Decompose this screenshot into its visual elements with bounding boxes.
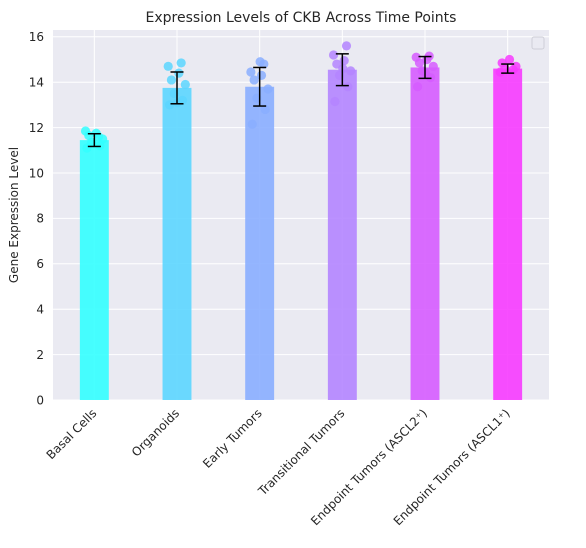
bar-2 bbox=[245, 87, 274, 400]
y-tick-label: 12 bbox=[29, 121, 44, 135]
data-point bbox=[505, 55, 514, 64]
data-point bbox=[257, 71, 266, 80]
data-point bbox=[167, 75, 176, 84]
x-tick-label: Organoids bbox=[129, 406, 182, 459]
bar-4 bbox=[411, 67, 440, 400]
y-tick-label: 0 bbox=[36, 393, 44, 407]
legend-box bbox=[532, 37, 544, 49]
x-tick-label: Transitional Tumors bbox=[255, 406, 348, 499]
x-tick-label: Basal Cells bbox=[44, 406, 100, 462]
y-tick-label: 10 bbox=[29, 166, 44, 180]
data-point bbox=[340, 56, 349, 65]
bar-0 bbox=[80, 140, 109, 400]
data-point bbox=[329, 50, 338, 59]
data-point bbox=[343, 82, 352, 91]
y-tick-label: 4 bbox=[36, 303, 44, 317]
data-point bbox=[511, 62, 520, 71]
y-axis-label: Gene Expression Level bbox=[7, 147, 21, 283]
data-point bbox=[346, 66, 355, 75]
plot-background bbox=[53, 30, 549, 400]
y-tick-label: 16 bbox=[29, 30, 44, 44]
y-tick-label: 8 bbox=[36, 212, 44, 226]
data-point bbox=[177, 58, 186, 67]
data-point bbox=[181, 80, 190, 89]
data-point bbox=[429, 62, 438, 71]
data-point bbox=[248, 120, 257, 129]
bar-5 bbox=[493, 69, 522, 400]
y-tick-labels: 0 2 4 6 8 10 12 14 16 bbox=[29, 30, 44, 407]
data-point bbox=[256, 57, 265, 66]
y-tick-label: 14 bbox=[29, 76, 44, 90]
chart-title: Expression Levels of CKB Across Time Poi… bbox=[146, 10, 457, 26]
y-tick-label: 2 bbox=[36, 348, 44, 362]
y-tick-label: 6 bbox=[36, 257, 44, 271]
x-tick-label: Early Tumors bbox=[200, 406, 265, 471]
data-point bbox=[246, 67, 255, 76]
data-point bbox=[330, 97, 339, 106]
x-tick-labels: Basal Cells Organoids Early TumorsTransiti… bbox=[44, 406, 513, 528]
bar-3 bbox=[328, 70, 357, 400]
data-point bbox=[413, 82, 422, 91]
data-point bbox=[342, 41, 351, 50]
data-point bbox=[165, 100, 174, 109]
bar-1 bbox=[163, 88, 192, 400]
data-point bbox=[164, 62, 173, 71]
data-point bbox=[174, 69, 183, 78]
data-point bbox=[263, 84, 272, 93]
